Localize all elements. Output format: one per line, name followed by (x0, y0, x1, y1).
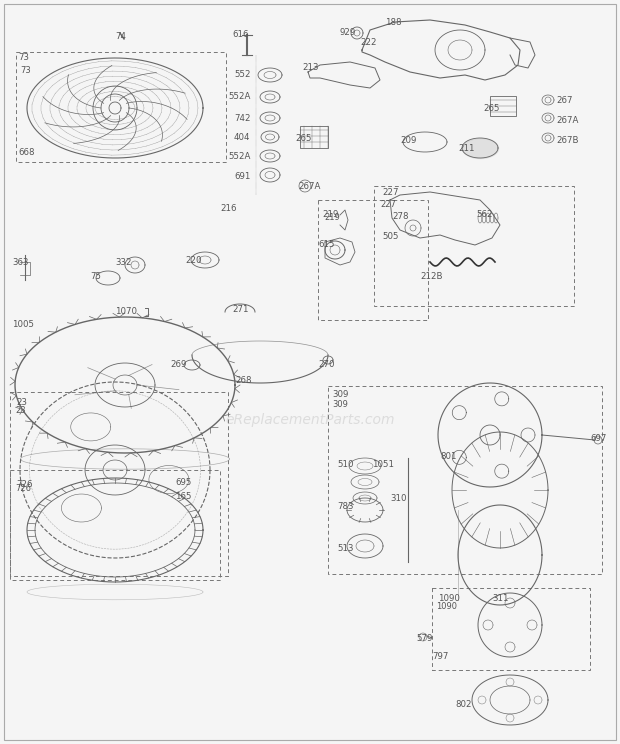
Text: 268: 268 (235, 376, 252, 385)
Text: 309: 309 (332, 400, 348, 409)
Text: 74: 74 (115, 32, 126, 41)
Text: 271: 271 (232, 305, 249, 314)
Text: 1090: 1090 (436, 602, 457, 611)
Text: 267A: 267A (298, 182, 321, 191)
Text: 668: 668 (18, 148, 35, 157)
Text: 1051: 1051 (372, 460, 394, 469)
Text: 929: 929 (340, 28, 356, 37)
Bar (328, 386, 602, 574)
Text: 75: 75 (90, 272, 101, 281)
Text: 783: 783 (337, 502, 353, 511)
Bar (10, 392, 228, 576)
Text: 73: 73 (20, 66, 31, 75)
Text: 802: 802 (455, 700, 471, 709)
Text: 188: 188 (385, 18, 402, 27)
Text: 404: 404 (234, 133, 250, 142)
Text: 23: 23 (15, 406, 25, 415)
Text: 267A: 267A (556, 116, 578, 125)
Bar (318, 200, 428, 320)
Bar (16, 52, 226, 162)
Text: 216: 216 (220, 204, 236, 213)
Text: 505: 505 (382, 232, 399, 241)
Text: 1005: 1005 (12, 320, 34, 329)
Text: 222: 222 (360, 38, 376, 47)
Bar (10, 470, 220, 580)
Text: 213: 213 (302, 63, 319, 72)
Text: 691: 691 (234, 172, 250, 181)
Text: 267B: 267B (556, 136, 578, 145)
Text: 165: 165 (175, 492, 192, 501)
Text: 552A: 552A (228, 92, 250, 101)
Text: eReplacementParts.com: eReplacementParts.com (225, 413, 395, 427)
Text: 311: 311 (492, 594, 508, 603)
Text: 695: 695 (175, 478, 192, 487)
Text: 726: 726 (15, 484, 31, 493)
Text: 270: 270 (318, 360, 335, 369)
Text: 510: 510 (337, 460, 353, 469)
Text: 1070: 1070 (115, 307, 137, 316)
Text: 310: 310 (390, 494, 407, 503)
Text: 579: 579 (416, 634, 432, 643)
Bar (432, 588, 590, 670)
Text: 697: 697 (590, 434, 606, 443)
Text: 23: 23 (16, 398, 27, 407)
Bar (490, 96, 516, 116)
Text: 209: 209 (400, 136, 417, 145)
Text: 726: 726 (16, 480, 32, 489)
Text: 219: 219 (322, 210, 339, 219)
Text: 267: 267 (556, 96, 572, 105)
Text: 801: 801 (440, 452, 456, 461)
Text: 616: 616 (232, 30, 249, 39)
Text: 332: 332 (115, 258, 131, 267)
Text: 278: 278 (392, 212, 409, 221)
Text: 265: 265 (483, 104, 500, 113)
Bar (374, 186, 574, 306)
Text: 615: 615 (318, 240, 335, 249)
Text: 552: 552 (234, 70, 250, 79)
Text: 797: 797 (432, 652, 448, 661)
Text: 513: 513 (337, 544, 353, 553)
Text: 363: 363 (12, 258, 29, 267)
Text: 220: 220 (185, 256, 202, 265)
Text: 219: 219 (324, 213, 340, 222)
Text: 73: 73 (18, 53, 29, 62)
Text: 227: 227 (380, 200, 396, 209)
Text: 1090: 1090 (438, 594, 460, 603)
Text: 562: 562 (476, 210, 492, 219)
Text: 227: 227 (382, 188, 399, 197)
Text: 742: 742 (234, 114, 250, 123)
Text: 265: 265 (295, 134, 311, 143)
Text: 269: 269 (170, 360, 187, 369)
Text: 552A: 552A (228, 152, 250, 161)
Text: 309: 309 (332, 390, 348, 399)
Bar (300, 126, 328, 148)
Text: 212B: 212B (420, 272, 443, 281)
Text: 211: 211 (458, 144, 474, 153)
